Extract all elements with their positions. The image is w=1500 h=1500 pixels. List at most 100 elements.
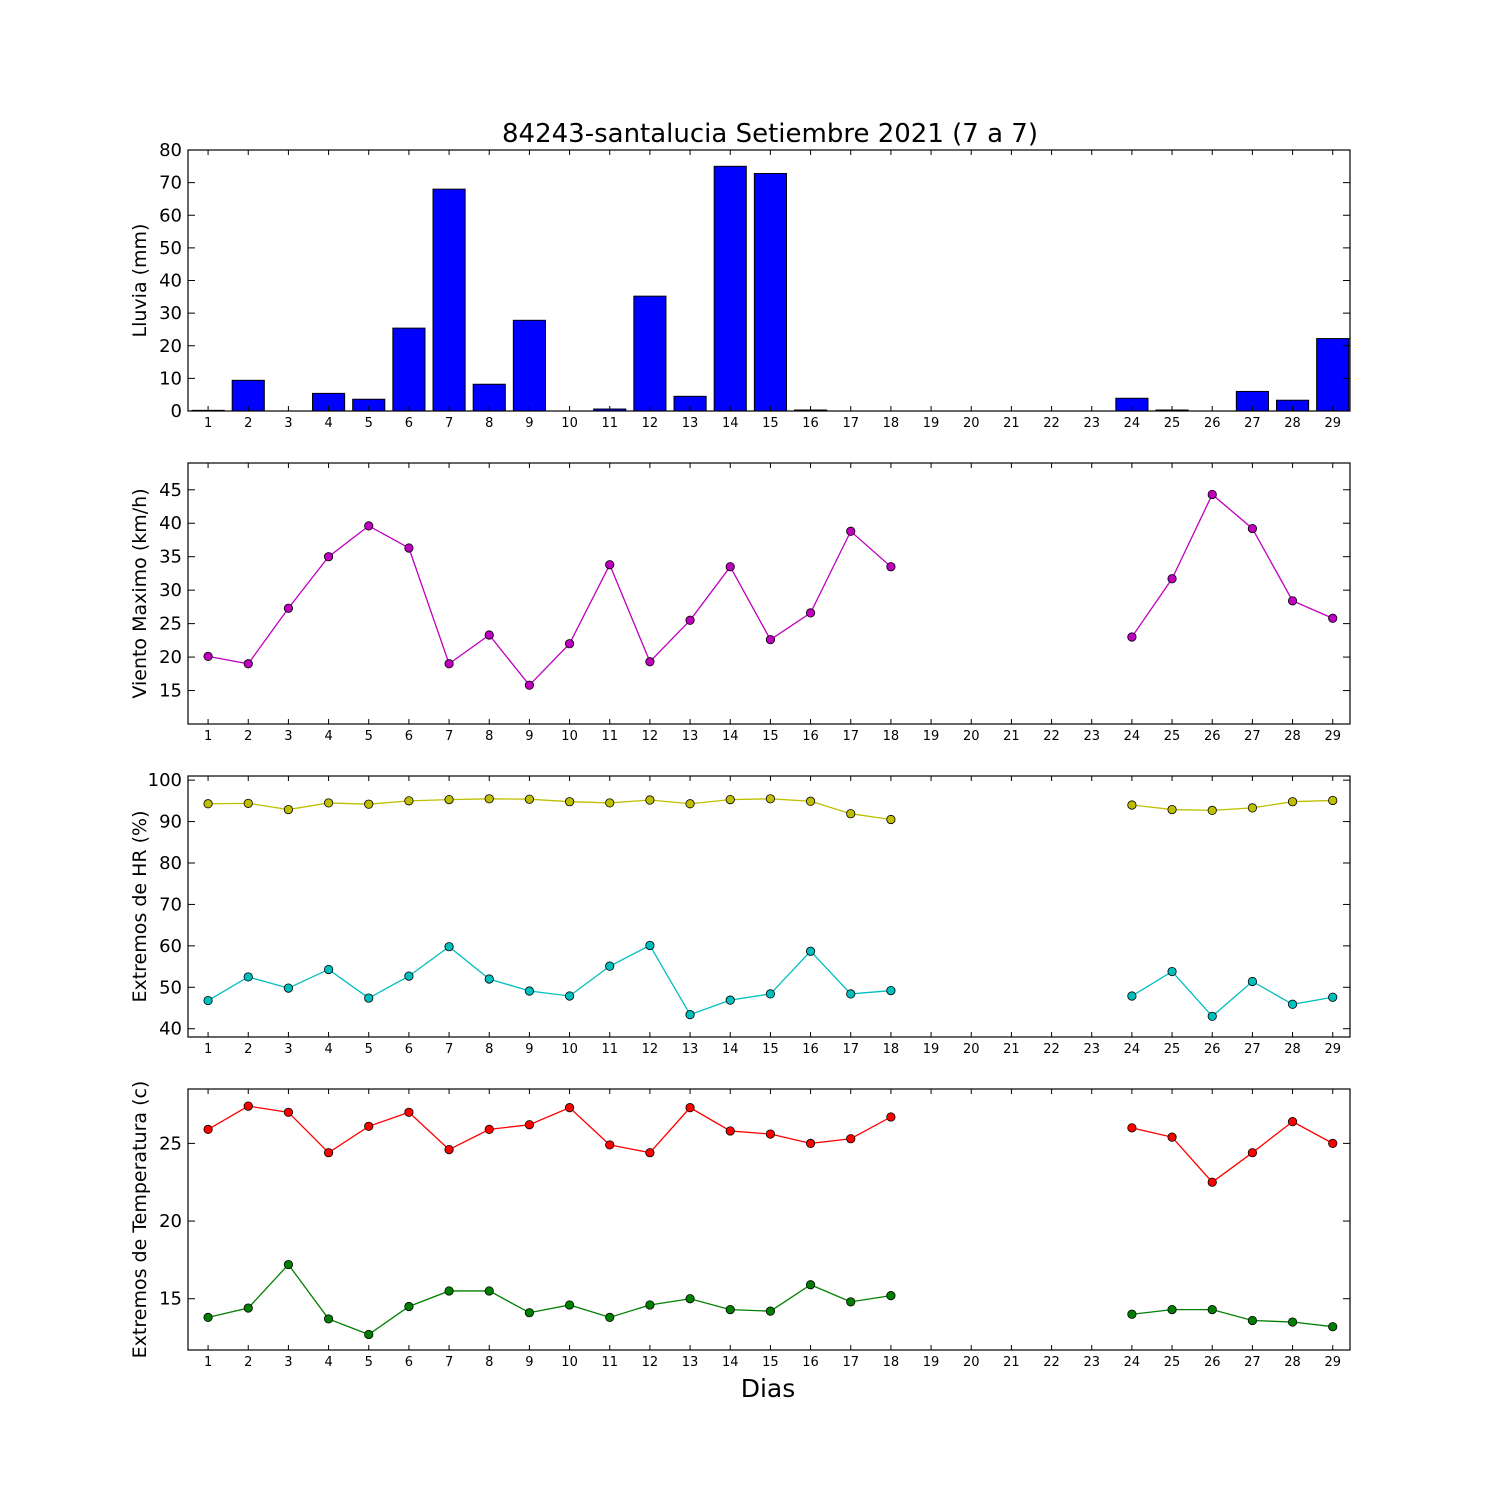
series-2-point-day-18	[886, 985, 896, 996]
x-tick-label: 20	[963, 1355, 980, 1370]
series-1-point-day-1	[203, 651, 213, 662]
x-tick-label: 17	[842, 1355, 859, 1370]
series-2-point-day-8	[484, 974, 494, 984]
x-tick-label: 1	[204, 1042, 212, 1057]
series-1-point-day-12	[645, 1148, 655, 1158]
x-tick-label: 16	[802, 1355, 819, 1370]
x-tick-label: 23	[1083, 416, 1100, 431]
y-tick-label: 50	[159, 977, 182, 998]
series-1-point-day-11	[605, 798, 615, 808]
x-tick-label: 14	[722, 1042, 739, 1057]
x-tick-label: 16	[802, 729, 819, 744]
bar-day-2	[231, 379, 265, 412]
y-tick-label: 60	[159, 936, 182, 957]
y-tick-label: 35	[159, 547, 182, 568]
series-2-point-day-29	[1328, 992, 1338, 1002]
series-1-point-day-7	[444, 659, 454, 669]
series-2-point-day-9	[524, 986, 535, 996]
x-tick-label: 29	[1324, 1042, 1341, 1057]
x-tick-label: 1	[204, 416, 212, 431]
series-1-point-day-12	[645, 795, 655, 805]
x-tick-label: 7	[445, 1355, 453, 1370]
series-2-point-day-2	[243, 1303, 253, 1313]
x-tick-label: 15	[762, 1042, 779, 1057]
y-tick-label: 20	[159, 1211, 182, 1232]
series-2-point-day-17	[846, 1297, 856, 1307]
x-tick-label: 5	[365, 416, 373, 431]
series-1-point-day-9	[524, 680, 535, 690]
panel-frame	[187, 1088, 1351, 1351]
series-1-point-day-2	[243, 659, 253, 669]
x-tick-label: 12	[642, 416, 659, 431]
x-tick-label: 18	[883, 416, 900, 431]
series-1-line-segment-1	[207, 1105, 892, 1154]
x-tick-label: 9	[525, 1355, 533, 1370]
series-1-point-day-10	[564, 1103, 575, 1113]
x-tick-label: 19	[923, 1042, 940, 1057]
series-2-point-day-3	[283, 983, 294, 993]
x-tick-label: 3	[284, 1042, 292, 1057]
series-2-line-segment-2	[1131, 1308, 1333, 1328]
series-1-point-day-17	[846, 526, 856, 536]
series-1-point-day-16	[805, 608, 816, 618]
x-tick-label: 27	[1244, 1355, 1261, 1370]
series-1-point-day-15	[765, 1129, 776, 1139]
series-1-point-day-29	[1328, 1138, 1338, 1148]
x-tick-label: 13	[682, 416, 699, 431]
y-tick-label: 30	[159, 580, 182, 601]
series-2-point-day-24	[1127, 991, 1137, 1001]
x-axis-label: Dias	[741, 1374, 796, 1403]
series-2-line-segment-1	[207, 1263, 891, 1336]
series-1-point-day-24	[1127, 1123, 1137, 1133]
series-2-point-day-5	[364, 1329, 374, 1340]
series-1-point-day-17	[846, 1134, 856, 1144]
x-tick-label: 8	[485, 1355, 493, 1370]
series-2-point-day-1	[203, 1312, 213, 1322]
series-1-point-day-28	[1287, 1117, 1298, 1127]
series-2-point-day-8	[484, 1286, 494, 1296]
series-1-point-day-6	[404, 796, 414, 806]
series-1-point-day-25	[1167, 804, 1177, 815]
series-1-line-segment-2	[1131, 799, 1333, 812]
series-2-point-day-7	[444, 942, 454, 952]
x-tick-label: 19	[923, 729, 940, 744]
series-1-point-day-2	[243, 1101, 253, 1111]
series-2-point-day-11	[605, 1312, 615, 1322]
x-tick-label: 4	[324, 729, 332, 744]
panel-2: 1 2 3 4 5 6 7 8 9 10 11 12 13 14 15 16 17 18 19 20 21 22 23 24 2…	[129, 462, 1351, 744]
y-tick-label: 15	[159, 1289, 182, 1310]
x-tick-label: 26	[1204, 1042, 1221, 1057]
x-tick-label: 14	[722, 1355, 739, 1370]
bar-day-6	[392, 327, 426, 412]
series-1-point-day-27	[1247, 1148, 1258, 1158]
x-tick-label: 15	[762, 729, 779, 744]
series-2-point-day-29	[1328, 1322, 1338, 1332]
x-tick-label: 15	[762, 416, 779, 431]
x-tick-label: 2	[244, 1355, 252, 1370]
series-1-point-day-16	[805, 1138, 816, 1148]
y-axis-label: Extremos de HR (%)	[129, 810, 151, 1002]
x-tick-label: 2	[244, 729, 252, 744]
series-2-point-day-26	[1207, 1011, 1217, 1021]
bar-day-29	[1316, 338, 1350, 412]
x-tick-label: 17	[842, 416, 859, 431]
series-2-point-day-11	[605, 961, 615, 971]
x-tick-label: 2	[244, 416, 252, 431]
series-2-point-day-27	[1247, 976, 1258, 987]
x-tick-label: 24	[1124, 729, 1141, 744]
y-axis-label: Lluvia (mm)	[129, 224, 151, 338]
panel-frame	[187, 775, 1351, 1038]
series-2-point-day-4	[323, 964, 334, 975]
x-tick-label: 10	[561, 416, 578, 431]
x-tick-label: 21	[1003, 1355, 1020, 1370]
bar-day-9	[512, 319, 546, 412]
bar-day-15	[753, 172, 787, 412]
series-1-point-day-5	[364, 1121, 374, 1131]
series-2-point-day-14	[725, 995, 735, 1005]
y-tick-label: 40	[159, 1019, 182, 1040]
x-tick-label: 10	[561, 729, 578, 744]
series-1-point-day-4	[323, 798, 334, 808]
x-tick-label: 2	[244, 1042, 252, 1057]
